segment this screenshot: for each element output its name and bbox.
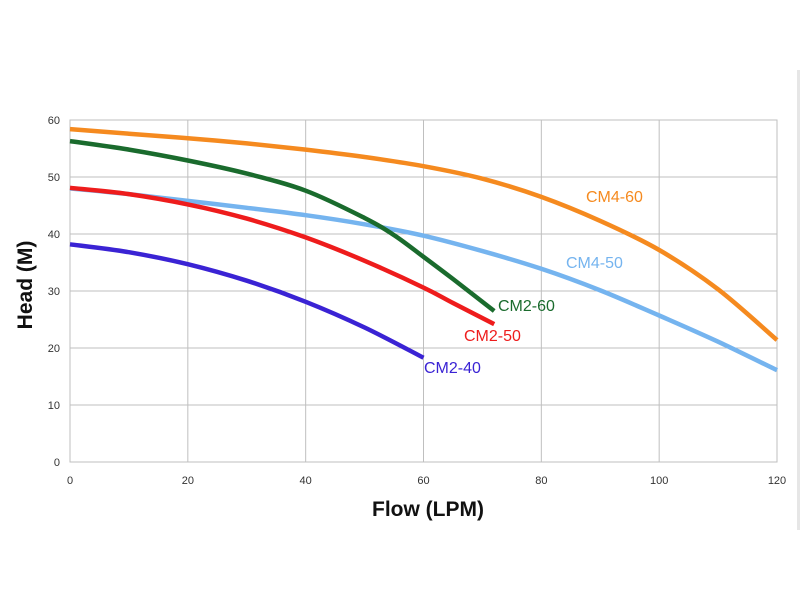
series-line-cm4-50 (69, 186, 778, 373)
x-tick-label: 20 (182, 475, 194, 487)
series-line-cm2-60 (69, 138, 496, 313)
y-tick-label: 20 (48, 343, 60, 355)
frame-edge (797, 70, 800, 530)
grid-lines (69, 119, 778, 463)
series-labels: CM4-60 CM4-50 CM2-60 CM2-50 CM2-40 (424, 189, 643, 377)
y-tick-label: 30 (48, 286, 60, 298)
x-tick-label: 100 (650, 475, 668, 487)
y-tick-label: 60 (48, 115, 60, 127)
y-tick-label: 50 (48, 172, 60, 184)
series-lines (69, 126, 779, 373)
series-line-cm2-40 (69, 242, 425, 360)
x-tick-label: 80 (535, 475, 547, 487)
series-label-cm4-50: CM4-50 (566, 255, 623, 272)
x-tick-label: 0 (67, 475, 73, 487)
series-line-cm2-50 (69, 185, 496, 327)
y-tick-label: 0 (54, 457, 60, 469)
tick-labels: 0 20 40 60 80 100 120 0 10 20 30 40 50 60 (48, 115, 786, 487)
series-line-cm4-60 (69, 126, 779, 342)
x-tick-label: 120 (768, 475, 786, 487)
y-tick-label: 10 (48, 400, 60, 412)
series-label-cm4-60: CM4-60 (586, 189, 643, 206)
series-label-cm2-60: CM2-60 (498, 298, 555, 315)
x-tick-label: 40 (300, 475, 312, 487)
series-label-cm2-50: CM2-50 (464, 328, 521, 345)
x-axis-title: Flow (LPM) (372, 498, 484, 521)
y-axis-title: Head (M) (14, 241, 37, 330)
y-tick-label: 40 (48, 229, 60, 241)
x-tick-label: 60 (417, 475, 429, 487)
series-label-cm2-40: CM2-40 (424, 360, 481, 377)
